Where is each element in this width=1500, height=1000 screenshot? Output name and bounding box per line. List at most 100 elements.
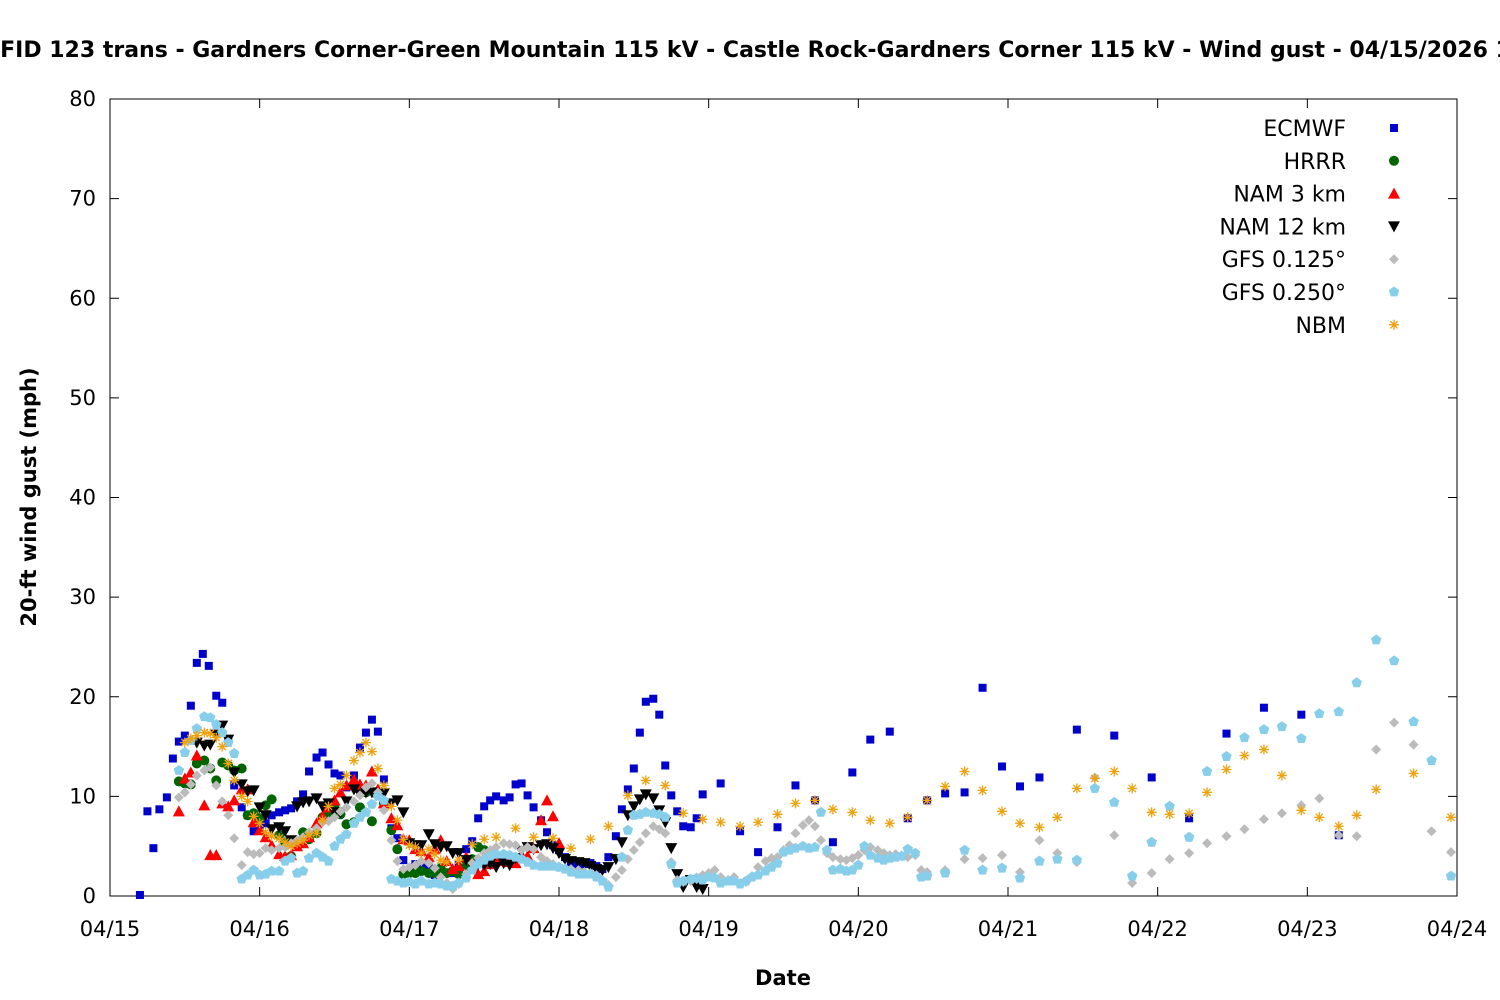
data-point <box>510 840 521 851</box>
legend: ECMWF HRRR NAM 3 km NAM 12 km GFS 0.125° GFS … <box>1219 117 1400 339</box>
data-point <box>615 837 628 849</box>
data-point <box>565 866 577 877</box>
data-point <box>1408 716 1419 727</box>
data-point <box>143 807 152 816</box>
data-point <box>186 701 195 710</box>
data-point <box>1127 878 1138 889</box>
data-point <box>528 832 539 843</box>
data-point <box>610 872 621 883</box>
data-point <box>223 810 234 821</box>
data-point <box>467 839 478 850</box>
data-point <box>603 881 614 892</box>
data-point <box>223 737 234 747</box>
data-point <box>809 841 821 852</box>
data-point <box>212 691 221 700</box>
y-tick-label: 10 <box>69 784 96 808</box>
data-point <box>617 805 626 814</box>
data-point <box>198 799 211 811</box>
series-ecmwf <box>135 649 1343 900</box>
data-point <box>229 833 240 844</box>
data-point <box>997 806 1008 817</box>
legend-marker <box>1389 155 1399 166</box>
data-point <box>622 790 633 801</box>
data-point <box>149 844 158 853</box>
data-point <box>185 779 196 790</box>
data-point <box>1351 831 1362 842</box>
data-point <box>379 775 388 784</box>
data-point <box>416 856 427 867</box>
data-point <box>1109 830 1120 841</box>
x-tick-label: 04/22 <box>1127 917 1188 941</box>
data-point <box>671 869 684 881</box>
data-point <box>997 850 1008 861</box>
data-point <box>1351 677 1362 688</box>
data-point <box>199 755 210 766</box>
data-point <box>827 804 838 815</box>
data-point <box>205 712 216 723</box>
data-point <box>1314 812 1325 823</box>
series-gfs-0-250- <box>173 634 1457 892</box>
data-point <box>1052 853 1063 864</box>
x-tick-label: 04/15 <box>80 917 141 941</box>
data-point <box>236 791 247 802</box>
data-point <box>1146 836 1157 847</box>
data-point <box>218 698 227 707</box>
data-point <box>210 849 223 861</box>
data-point <box>1089 773 1100 784</box>
x-tick-label: 04/16 <box>229 917 290 941</box>
data-point <box>180 731 189 740</box>
data-point <box>217 796 228 807</box>
data-point <box>959 766 970 777</box>
data-point <box>847 807 858 818</box>
data-point <box>628 845 639 856</box>
data-point <box>372 763 383 774</box>
data-point <box>661 761 670 770</box>
data-point <box>1276 808 1287 819</box>
data-point <box>1371 744 1382 755</box>
y-tick-label: 30 <box>69 585 96 609</box>
data-point <box>410 842 421 853</box>
data-point <box>236 763 247 774</box>
data-point <box>162 793 171 802</box>
y-tick-label: 70 <box>69 187 96 211</box>
data-point <box>1110 731 1119 740</box>
data-point <box>596 865 609 877</box>
legend-marker <box>1389 254 1399 265</box>
data-point <box>510 823 521 834</box>
data-point <box>1314 708 1325 719</box>
data-point <box>267 811 276 820</box>
data-point <box>922 795 933 806</box>
data-point <box>921 870 933 881</box>
legend-marker <box>1388 286 1400 297</box>
legend-marker <box>1388 187 1400 199</box>
data-point <box>297 865 309 876</box>
data-point <box>441 857 452 868</box>
data-point <box>373 727 382 736</box>
data-point <box>977 853 988 864</box>
data-point <box>1239 732 1250 742</box>
data-point <box>235 779 248 791</box>
data-point <box>528 859 539 870</box>
data-point <box>266 865 277 876</box>
data-point <box>480 802 489 811</box>
data-point <box>1258 744 1269 755</box>
data-point <box>404 840 415 851</box>
data-point <box>616 851 628 862</box>
data-point <box>173 792 184 803</box>
data-point <box>866 735 875 744</box>
data-point <box>135 891 144 900</box>
data-point <box>797 820 808 831</box>
data-point <box>335 779 346 790</box>
data-point <box>460 855 473 867</box>
data-point <box>715 817 726 828</box>
data-point <box>1314 793 1325 804</box>
data-point <box>553 848 565 860</box>
data-point <box>633 794 646 806</box>
data-point <box>360 737 371 748</box>
data-point <box>155 805 164 814</box>
data-point <box>1164 809 1175 820</box>
data-point <box>1445 870 1457 881</box>
data-point <box>191 723 202 734</box>
data-point <box>709 865 720 876</box>
data-point <box>696 884 709 896</box>
